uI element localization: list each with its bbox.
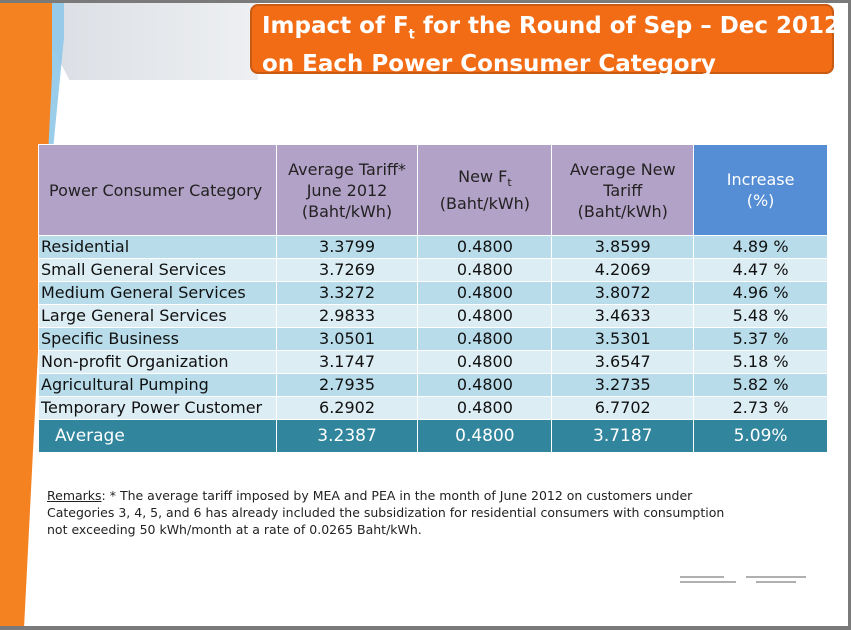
cell-average-new-tariff: 3.4633 (551, 304, 695, 328)
cell-average-tariff: 3.2387 (275, 419, 419, 453)
remarks-line-2: Categories 3, 4, 5, and 6 has already in… (47, 505, 725, 520)
table-row: Large General Services 2.9833 0.4800 3.4… (38, 304, 828, 328)
decor-gray-band (28, 0, 258, 80)
table-header-row: Power Consumer Category Average Tariff* … (38, 144, 828, 236)
table-row: Specific Business 3.0501 0.4800 3.5301 5… (38, 327, 828, 351)
cell-new-ft: 0.4800 (417, 373, 553, 397)
cell-increase: 5.18 % (693, 350, 828, 374)
cell-new-ft: 0.4800 (417, 419, 553, 453)
header-category: Power Consumer Category (38, 144, 277, 236)
cell-new-ft: 0.4800 (417, 304, 553, 328)
cell-new-ft: 0.4800 (417, 281, 553, 305)
cell-new-ft: 0.4800 (417, 235, 553, 259)
cell-category: Agricultural Pumping (38, 373, 277, 397)
cell-increase: 5.48 % (693, 304, 828, 328)
table-row: Residential 3.3799 0.4800 3.8599 4.89 % (38, 235, 828, 259)
slide-bottom-border (0, 626, 851, 630)
cell-average-new-tariff: 6.7702 (551, 396, 695, 420)
cell-average-new-tariff: 3.6547 (551, 350, 695, 374)
cell-average-new-tariff: 3.2735 (551, 373, 695, 397)
table-row: Temporary Power Customer 6.2902 0.4800 6… (38, 396, 828, 420)
cell-average-new-tariff: 3.5301 (551, 327, 695, 351)
table-row: Non-profit Organization 3.1747 0.4800 3.… (38, 350, 828, 374)
remarks-line-3: not exceeding 50 kWh/month at a rate of … (47, 522, 422, 537)
cell-category: Temporary Power Customer (38, 396, 277, 420)
cell-average-tariff: 3.1747 (275, 350, 419, 374)
cell-category: Non-profit Organization (38, 350, 277, 374)
cell-category: Small General Services (38, 258, 277, 282)
cell-category: Medium General Services (38, 281, 277, 305)
cell-increase: 5.37 % (693, 327, 828, 351)
slide-title: Impact of Ft for the Round of Sep – Dec … (250, 4, 841, 77)
cell-category: Large General Services (38, 304, 277, 328)
cell-category: Specific Business (38, 327, 277, 351)
tariff-table: Power Consumer Category Average Tariff* … (38, 144, 828, 453)
footer-logo (680, 574, 820, 588)
remarks-note: Remarks: * The average tariff imposed by… (47, 487, 737, 538)
cell-category: Average (38, 419, 277, 453)
title-line-2: on Each Power Consumer Category (262, 50, 716, 77)
cell-increase: 4.96 % (693, 281, 828, 305)
cell-average-tariff: 3.0501 (275, 327, 419, 351)
cell-average-tariff: 3.3799 (275, 235, 419, 259)
table-average-row: Average 3.2387 0.4800 3.7187 5.09% (38, 419, 828, 453)
slide-top-border (0, 0, 851, 3)
cell-average-new-tariff: 3.8599 (551, 235, 695, 259)
header-average-tariff: Average Tariff* June 2012 (Baht/kWh) (275, 144, 419, 236)
cell-average-tariff: 3.3272 (275, 281, 419, 305)
cell-average-tariff: 2.7935 (275, 373, 419, 397)
cell-new-ft: 0.4800 (417, 350, 553, 374)
remarks-label: Remarks (47, 488, 102, 503)
cell-increase: 4.47 % (693, 258, 828, 282)
table-row: Small General Services 3.7269 0.4800 4.2… (38, 258, 828, 282)
cell-increase: 4.89 % (693, 235, 828, 259)
cell-average-tariff: 3.7269 (275, 258, 419, 282)
header-new-ft: New Ft (Baht/kWh) (417, 144, 553, 236)
cell-new-ft: 0.4800 (417, 396, 553, 420)
header-increase: Increase (%) (693, 144, 828, 236)
header-average-new-tariff: Average New Tariff (Baht/kWh) (551, 144, 695, 236)
cell-average-tariff: 6.2902 (275, 396, 419, 420)
cell-new-ft: 0.4800 (417, 327, 553, 351)
cell-increase: 5.82 % (693, 373, 828, 397)
cell-increase: 5.09% (693, 419, 828, 453)
cell-average-new-tariff: 3.7187 (551, 419, 695, 453)
cell-average-tariff: 2.9833 (275, 304, 419, 328)
cell-new-ft: 0.4800 (417, 258, 553, 282)
title-line-1: Impact of Ft for the Round of Sep – Dec … (262, 13, 841, 43)
cell-increase: 2.73 % (693, 396, 828, 420)
slide-right-border (848, 0, 851, 630)
table-row: Agricultural Pumping 2.7935 0.4800 3.273… (38, 373, 828, 397)
cell-category: Residential (38, 235, 277, 259)
remarks-line-1: Remarks: * The average tariff imposed by… (47, 488, 693, 503)
cell-average-new-tariff: 3.8072 (551, 281, 695, 305)
cell-average-new-tariff: 4.2069 (551, 258, 695, 282)
table-row: Medium General Services 3.3272 0.4800 3.… (38, 281, 828, 305)
